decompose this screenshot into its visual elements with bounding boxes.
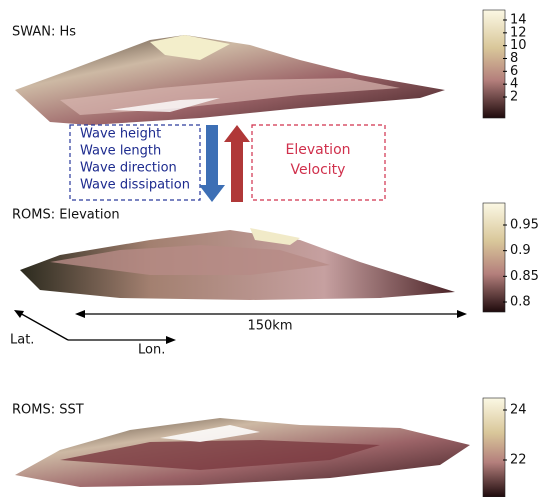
colorbar-tick-label: 0.85 (510, 269, 539, 284)
input-item: Wave dissipation (80, 178, 190, 193)
colorbar-tick-label: 24 (510, 403, 527, 418)
colorbar (483, 203, 505, 312)
lat-label: Lat. (10, 333, 34, 348)
output-item: Velocity (291, 162, 346, 178)
colorbar (483, 398, 505, 497)
colorbar (483, 10, 505, 118)
surface-sst (15, 418, 470, 487)
figure: SWAN: Hs ROMS: Elevation ROMS: SST Wave … (0, 0, 542, 497)
colorbar-tick-label: 2 (510, 90, 518, 105)
axis-arrowhead (166, 336, 176, 344)
panel-label: ROMS: Elevation (12, 208, 120, 223)
colorbar-tick-label: 0.8 (510, 295, 531, 310)
scale-arrowhead (457, 310, 467, 318)
colorbar-tick-label: 0.9 (510, 243, 531, 258)
surface-elevation (20, 228, 455, 300)
surface-hs (15, 35, 445, 125)
scale-arrowhead (75, 310, 85, 318)
panel-label: ROMS: SST (12, 403, 84, 418)
input-item: Wave length (80, 144, 161, 159)
input-item: Wave direction (80, 161, 177, 176)
colorbar-tick-label: 22 (510, 453, 527, 468)
arrow-down (199, 125, 225, 202)
lon-label: Lon. (138, 343, 165, 358)
output-item: Elevation (285, 142, 350, 158)
colorbar-tick-label: 0.95 (510, 218, 539, 233)
arrow-up (224, 125, 250, 202)
input-item: Wave height (80, 127, 161, 142)
scale-label: 150km (247, 319, 292, 334)
panel-label: SWAN: Hs (12, 25, 76, 40)
